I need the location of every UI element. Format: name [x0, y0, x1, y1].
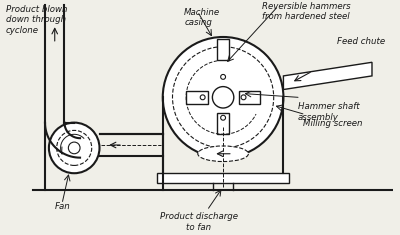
Polygon shape: [284, 62, 372, 90]
Bar: [217, 39, 230, 60]
Text: Hammer shaft
assembly: Hammer shaft assembly: [298, 102, 360, 121]
Text: Reversible hammers
from hardened steel: Reversible hammers from hardened steel: [262, 2, 351, 21]
Circle shape: [212, 87, 234, 108]
Text: Fan: Fan: [55, 202, 70, 212]
Circle shape: [163, 37, 284, 158]
Bar: [217, 113, 230, 134]
Circle shape: [68, 142, 80, 154]
Text: Machine
casing: Machine casing: [184, 8, 220, 27]
Bar: [239, 91, 260, 104]
Bar: [186, 91, 208, 104]
Text: Milling screen: Milling screen: [303, 119, 362, 128]
Bar: [157, 173, 289, 183]
Text: Product blown
down through
cyclone: Product blown down through cyclone: [6, 5, 68, 35]
Circle shape: [49, 123, 100, 173]
Ellipse shape: [198, 146, 248, 161]
Text: Feed chute: Feed chute: [337, 37, 385, 46]
Text: Product discharge
to fan: Product discharge to fan: [160, 212, 238, 231]
